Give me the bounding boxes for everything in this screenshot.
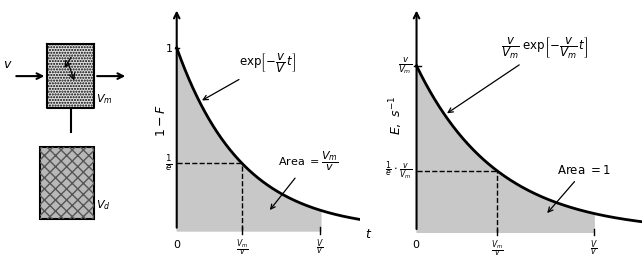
Text: exp$\left[-\dfrac{v}{V}\,t\right]$: exp$\left[-\dfrac{v}{V}\,t\right]$ xyxy=(204,52,296,100)
Text: $\frac{V_m}{v}$: $\frac{V_m}{v}$ xyxy=(236,238,248,258)
Bar xyxy=(40,147,94,219)
Text: $E,\ s^{-1}$: $E,\ s^{-1}$ xyxy=(388,96,405,135)
Text: $\frac{1}{e}$: $\frac{1}{e}$ xyxy=(165,153,173,174)
Text: Area $= 1$: Area $= 1$ xyxy=(548,164,611,212)
Text: $\frac{V}{v}$: $\frac{V}{v}$ xyxy=(590,238,598,258)
Bar xyxy=(48,44,94,108)
Bar xyxy=(48,44,94,108)
Bar xyxy=(40,147,94,219)
Text: $v$: $v$ xyxy=(3,58,12,71)
Text: $\frac{V_m}{v}$: $\frac{V_m}{v}$ xyxy=(490,238,503,258)
Text: Area $= \dfrac{V_m}{v}$: Area $= \dfrac{V_m}{v}$ xyxy=(271,150,338,209)
Text: $1$: $1$ xyxy=(165,42,173,54)
Text: $V_d$: $V_d$ xyxy=(96,198,111,212)
Text: $V_m$: $V_m$ xyxy=(96,92,113,106)
Text: $t$: $t$ xyxy=(365,228,372,241)
Text: $\frac{1}{e}\cdot\frac{v}{V_m}$: $\frac{1}{e}\cdot\frac{v}{V_m}$ xyxy=(385,159,412,182)
Text: $1-F$: $1-F$ xyxy=(155,105,168,137)
Text: $\dfrac{v}{V_m}$ exp$\left[-\dfrac{v}{V_m}\,t\right]$: $\dfrac{v}{V_m}$ exp$\left[-\dfrac{v}{V_… xyxy=(448,35,589,112)
Text: $\frac{V}{v}$: $\frac{V}{v}$ xyxy=(317,238,324,258)
Text: $0$: $0$ xyxy=(412,238,421,251)
Text: $0$: $0$ xyxy=(173,238,181,250)
Text: $\frac{v}{V_m}$: $\frac{v}{V_m}$ xyxy=(397,55,412,76)
